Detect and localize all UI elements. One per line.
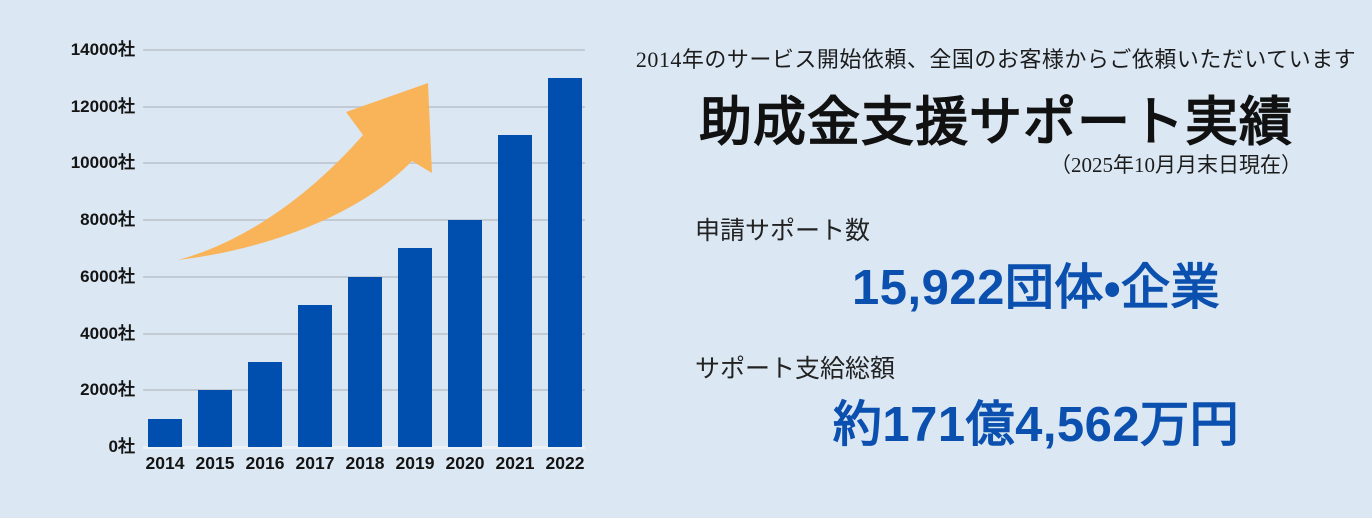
as-of-date: （2025年10月月末日現在） — [1050, 153, 1302, 177]
y-tick-label: 2000社 — [80, 380, 135, 400]
x-tick-label: 2022 — [545, 453, 585, 473]
x-tick-label: 2015 — [195, 453, 235, 473]
bar-2022 — [548, 78, 582, 447]
bar-2016 — [248, 362, 282, 447]
stat-value-applications: 15,922団体・企業 — [851, 261, 1221, 315]
gridline — [143, 275, 585, 278]
y-tick-label: 4000社 — [80, 323, 135, 343]
stat-label-total-amount: サポート支給総額 — [695, 356, 896, 383]
x-tick-label: 2017 — [295, 453, 335, 473]
bar-2014 — [148, 419, 182, 447]
bar-2018 — [348, 277, 382, 447]
bar-2021 — [498, 135, 532, 447]
x-tick-label: 2014 — [145, 453, 185, 473]
bar-2017 — [298, 305, 332, 447]
y-tick-label: 12000社 — [70, 96, 135, 116]
x-tick-label: 2020 — [445, 453, 485, 473]
plot-area — [143, 49, 585, 449]
stat-value-total-amount: 約171億4,562万円 — [832, 398, 1240, 452]
growth-arrow-icon — [178, 83, 432, 260]
x-axis-baseline — [143, 446, 585, 449]
bar-2019 — [398, 248, 432, 447]
gridline — [143, 219, 585, 222]
gridline — [143, 49, 585, 51]
tagline: 2014年のサービス開始依頼、全国のお客様からご依頼いただいています — [635, 47, 1357, 72]
info-panel: 2014年のサービス開始依頼、全国のお客様からご依頼いただいています 助成金支援… — [620, 0, 1372, 518]
y-tick-label: 10000社 — [70, 153, 135, 173]
y-tick-label: 8000社 — [80, 210, 135, 230]
bar-2015 — [198, 390, 232, 447]
bar-2020 — [448, 220, 482, 447]
x-tick-label: 2021 — [495, 453, 535, 473]
support-results-chart: 0社 2000社 4000社 6000社 8000社 10000社 12000社 14000社… — [0, 0, 620, 518]
stat-label-applications: 申請サポート数 — [695, 218, 871, 245]
page-title: 助成金支援サポート実績 — [699, 94, 1293, 152]
x-tick-label: 2019 — [395, 453, 435, 473]
y-tick-label: 0社 — [108, 437, 135, 456]
x-tick-label: 2016 — [245, 453, 285, 473]
x-tick-label: 2018 — [345, 453, 385, 473]
y-tick-label: 6000社 — [80, 266, 135, 286]
y-tick-label: 14000社 — [70, 40, 135, 59]
growth-arrow-path — [178, 83, 432, 260]
